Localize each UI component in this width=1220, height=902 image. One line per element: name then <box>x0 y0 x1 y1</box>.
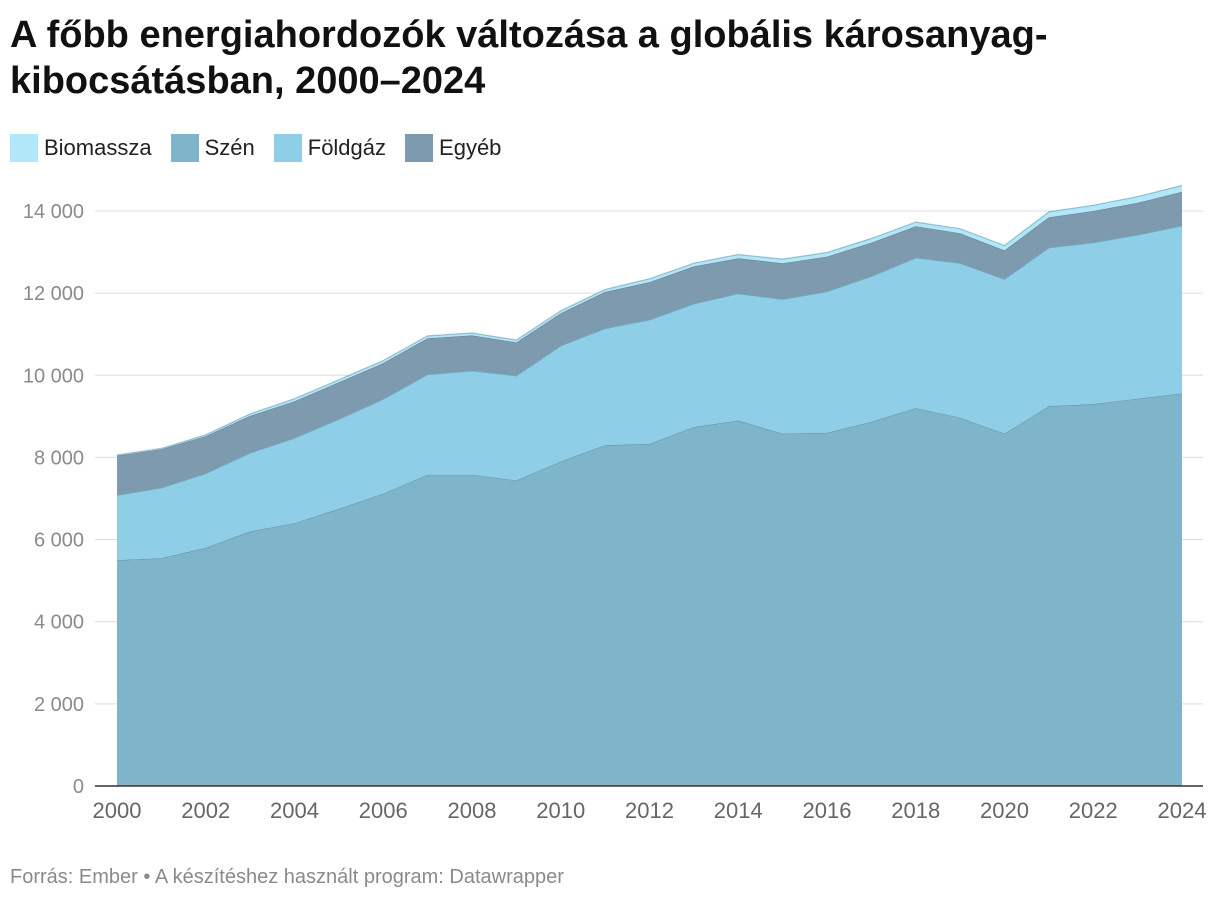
x-tick-label-2020: 2020 <box>980 798 1029 823</box>
legend: Biomassza Szén Földgáz Egyéb <box>10 133 520 163</box>
legend-item-egyeb: Egyéb <box>405 134 501 162</box>
chart-title: A főbb energiahordozók változása a globá… <box>10 14 1048 102</box>
x-tick-label-2012: 2012 <box>625 798 674 823</box>
area-egyeb <box>117 191 1182 496</box>
y-tick-label-8000: 8 000 <box>34 447 84 469</box>
source-note: Forrás: Ember • A készítéshez használt p… <box>10 866 564 888</box>
legend-swatch-egyeb <box>405 134 434 162</box>
area-top-line-biomassza <box>116 184 1183 456</box>
y-tick-label-12000: 12 000 <box>23 283 84 305</box>
y-tick-label-2000: 2 000 <box>34 694 84 716</box>
legend-item-szen: Szén <box>170 134 255 162</box>
x-tick-label-2024: 2024 <box>1158 798 1207 823</box>
legend-swatch-szen <box>170 134 199 162</box>
x-tick-label-2008: 2008 <box>448 798 497 823</box>
x-tick-label-2014: 2014 <box>714 798 763 823</box>
y-tick-label-0: 0 <box>73 776 84 798</box>
y-tick-label-6000: 6 000 <box>34 530 84 552</box>
x-tick-label-2010: 2010 <box>536 798 585 823</box>
y-tick-label-10000: 10 000 <box>23 365 84 387</box>
area-szen <box>117 393 1182 786</box>
area-biomassza <box>117 185 1182 456</box>
x-tick-label-2000: 2000 <box>93 798 142 823</box>
y-tick-label-14000: 14 000 <box>23 201 84 223</box>
x-tick-label-2006: 2006 <box>359 798 408 823</box>
x-tick-label-2004: 2004 <box>270 798 319 823</box>
area-foldgaz <box>117 225 1182 561</box>
x-tick-label-2018: 2018 <box>891 798 940 823</box>
y-tick-label-4000: 4 000 <box>34 612 84 634</box>
legend-label-szen: Szén <box>204 135 255 160</box>
legend-swatch-biomassza <box>10 134 38 162</box>
x-tick-label-2016: 2016 <box>803 798 852 823</box>
legend-item-biomassza: Biomassza <box>10 134 152 162</box>
legend-swatch-foldgaz <box>273 134 302 162</box>
legend-label-biomassza: Biomassza <box>44 135 152 160</box>
x-tick-label-2022: 2022 <box>1069 798 1118 823</box>
legend-label-egyeb: Egyéb <box>439 135 502 160</box>
x-tick-label-2002: 2002 <box>181 798 230 823</box>
legend-item-foldgaz: Földgáz <box>273 134 387 162</box>
legend-label-foldgaz: Földgáz <box>307 135 387 160</box>
